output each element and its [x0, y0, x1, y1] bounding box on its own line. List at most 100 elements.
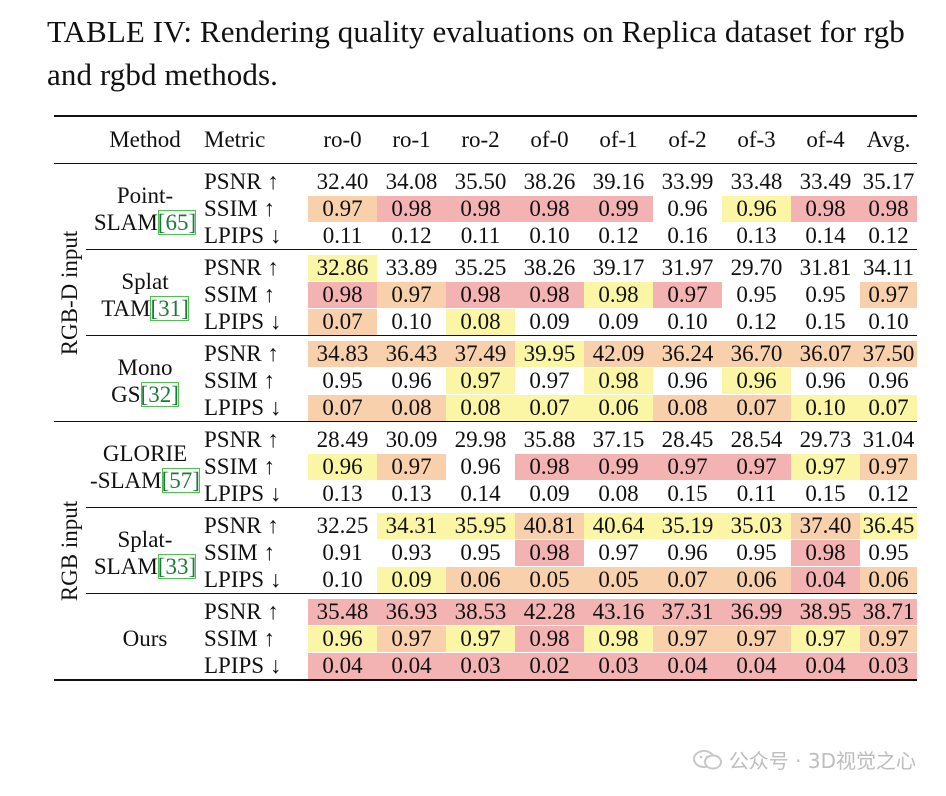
cell-value: 0.96 [667, 367, 708, 393]
cell-value: 0.10 [529, 222, 570, 248]
table-cell: 28.49 [308, 422, 377, 454]
cell-value: 0.95 [805, 281, 846, 307]
cell-value: 0.97 [308, 195, 377, 222]
column-header: Metric [204, 127, 266, 152]
metric-label: LPIPS ↓ [204, 566, 308, 594]
cell-value: 0.15 [805, 480, 846, 506]
method-name: Mono GS[32] [86, 335, 204, 422]
table-cell: 36.70 [722, 336, 791, 368]
cell-value: 42.28 [515, 598, 584, 625]
table-cell: 0.98 [515, 195, 584, 222]
table-cell: 0.95 [791, 281, 860, 308]
table-cell: 39.16 [584, 164, 653, 196]
table-cell: 32.25 [308, 508, 377, 540]
method-name-line: Splat- [117, 526, 173, 552]
method-name-line: -SLAM[57] [86, 467, 204, 494]
cell-value: 0.96 [667, 195, 708, 221]
table-cell: 34.11 [860, 250, 917, 282]
metric-label: LPIPS ↓ [204, 222, 308, 250]
citation-link[interactable]: [65] [157, 209, 197, 235]
table-cell: 30.09 [377, 422, 446, 454]
table-cell: 36.45 [860, 508, 917, 540]
cell-value: 0.96 [308, 625, 377, 652]
method-name-text: SLAM [93, 209, 158, 235]
metric-label: PSNR ↑ [204, 598, 279, 624]
cell-value: 38.71 [860, 598, 917, 625]
table-cell: 0.11 [308, 222, 377, 250]
table-cell: 0.97 [515, 367, 584, 394]
table-row: RGB input GLORIE -SLAM[57] PSNR ↑ 28.49 30.09… [54, 421, 917, 601]
citation-link[interactable]: [33] [157, 553, 197, 579]
cell-value: 37.15 [592, 426, 645, 452]
table-row: Ours PSNR ↑ 35.48 36.93 38.53 42.28 43.16 37.31… [54, 594, 917, 651]
table-row: SSIM ↑ 0.91 0.93 0.95 0.98 0.97 0.96 0.95 0.98 0.… [54, 539, 917, 566]
cell-value: 0.03 [584, 652, 653, 679]
cell-value: 0.12 [868, 480, 909, 506]
table-cell: 33.48 [722, 164, 791, 196]
cell-value: 0.09 [529, 308, 570, 334]
cell-value: 0.98 [584, 281, 653, 308]
table-cell: 0.98 [584, 281, 653, 308]
metric-label: SSIM ↑ [204, 281, 275, 307]
cell-value: 42.09 [584, 340, 653, 367]
table-cell: 42.28 [515, 594, 584, 626]
table-cell: 0.97 [377, 281, 446, 308]
table-cell: 0.13 [722, 222, 791, 250]
table-cell: 0.08 [653, 394, 722, 422]
cell-value: 0.10 [391, 308, 432, 334]
cell-value: 0.98 [584, 625, 653, 652]
cell-value: 0.98 [515, 281, 584, 308]
cell-value: 0.97 [377, 453, 446, 480]
table-cell: 0.02 [515, 652, 584, 680]
table-cell: 0.95 [722, 281, 791, 308]
table-row: LPIPS ↓ 0.07 0.10 0.08 0.09 0.09 0.10 0.12 0.15 0… [54, 308, 917, 336]
cell-value: 35.95 [446, 512, 515, 539]
cell-value: 33.49 [799, 168, 852, 194]
cell-value: 32.86 [308, 254, 377, 281]
table-cell: 0.10 [308, 566, 377, 594]
citation-link[interactable]: [32] [140, 381, 179, 407]
citation-link[interactable]: [31] [150, 295, 189, 321]
cell-value: 0.13 [391, 480, 432, 506]
cell-value: 0.95 [736, 539, 777, 565]
citation-link[interactable]: [57] [161, 467, 200, 493]
table-cell: 37.31 [653, 594, 722, 626]
table-cell: 0.15 [791, 480, 860, 508]
table-cell: 0.08 [446, 394, 515, 422]
table-cell: 0.12 [860, 480, 917, 508]
cell-value: 33.99 [661, 168, 714, 194]
cell-value: 40.81 [515, 512, 584, 539]
table-cell: 35.95 [446, 508, 515, 540]
cell-value: 0.06 [860, 566, 917, 593]
column-header: ro-0 [323, 127, 362, 152]
watermark-text: 公众号 · 3D视觉之心 [728, 749, 916, 773]
cell-value: 0.98 [515, 453, 584, 480]
wechat-icon [692, 749, 722, 769]
cell-value: 0.04 [791, 652, 860, 679]
cell-value: 35.25 [454, 254, 507, 280]
cell-value: 36.93 [377, 598, 446, 625]
cell-value: 35.17 [862, 168, 915, 194]
table-cell: 0.04 [308, 652, 377, 680]
cell-value: 0.07 [308, 308, 377, 335]
cell-value: 38.95 [791, 598, 860, 625]
cell-value: 0.97 [722, 453, 791, 480]
cell-value: 28.54 [730, 426, 783, 452]
table-cell: 0.97 [860, 453, 917, 480]
cell-value: 0.97 [446, 367, 515, 394]
table-cell: 0.08 [446, 308, 515, 336]
cell-value: 0.04 [791, 566, 860, 593]
cell-value: 0.14 [460, 480, 501, 506]
column-header: Method [109, 127, 181, 152]
table-cell: 35.03 [722, 508, 791, 540]
metric-label: PSNR ↑ [204, 168, 279, 194]
cell-value: 0.99 [584, 453, 653, 480]
table-cell: 0.97 [722, 453, 791, 480]
table-cell: 0.95 [308, 367, 377, 394]
table-cell: 0.14 [791, 222, 860, 250]
cell-value: 37.50 [860, 340, 917, 367]
table-cell: 0.09 [515, 308, 584, 336]
table-cell: 0.97 [791, 625, 860, 652]
table-cell: 35.88 [515, 422, 584, 454]
cell-value: 0.93 [391, 539, 432, 565]
